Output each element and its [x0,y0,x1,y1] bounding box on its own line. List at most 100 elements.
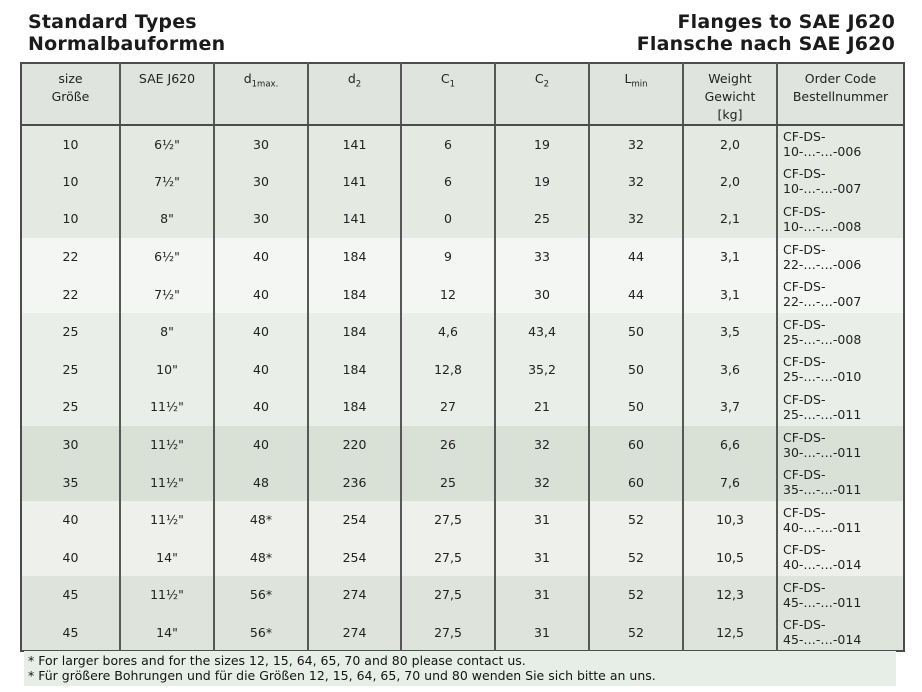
flange-dimensions-table: size Größe SAE J620 d1max. d2 C1 C2 Lmin Weight G… [20,62,905,653]
cell-d1max: 40 [213,237,308,276]
column-header-sae-j620: SAE J620 [119,63,214,126]
cell-order-code: CF-DS-45-…-…-011 [776,576,904,614]
table-row: 45 14" 56* 274 27,5 31 52 12,5 CF-DS-45-…-…-014 [21,613,904,652]
cell-size: 22 [62,286,79,302]
cell-lmin: 32 [588,162,683,201]
cell-sae-j620: 11½" [119,463,214,501]
cell-order-code: CF-DS-25-…-…-010 [776,350,904,389]
table-header-row: size Größe SAE J620 d1max. d2 C1 C2 Lmin Weight G… [21,63,904,126]
cell-lmin: 52 [588,538,683,577]
table-header: size Größe SAE J620 d1max. d2 C1 C2 Lmin Weight G… [21,63,904,126]
cell-c1: 4,6 [400,312,495,351]
cell-size: 10 [62,211,79,227]
column-header-d2: d2 [307,63,401,126]
cell-order-code: CF-DS-22-…-…-007 [776,275,904,313]
cell-d1max: 40 [213,388,308,426]
column-header-d1max: d1max. [213,63,308,126]
cell-c1: 9 [400,237,495,276]
cell-c2: 32 [494,463,589,501]
cell-lmin: 50 [588,312,683,351]
cell-d2: 254 [307,500,401,539]
table-row: 22 6½" 40 184 9 33 44 3,1 CF-DS-22-…-…-006 [21,237,904,276]
footnote-de: * Für größere Bohrungen und für die Größ… [28,668,656,683]
cell-weight: 2,0 [682,125,777,163]
cell-sae-j620: 14" [119,538,214,577]
table-body: 10 6½" 30 141 6 19 32 2,0 CF-DS-10-…-…-006 10 7½" 3… [21,125,904,652]
cell-size: 40 [62,512,79,528]
cell-c1: 26 [400,425,495,464]
cell-d1max: 48* [213,538,308,577]
cell-d2: 184 [307,237,401,276]
cell-order-code: CF-DS-10-…-…-006 [776,125,904,163]
cell-c1: 0 [400,200,495,238]
cell-d2: 274 [307,613,401,652]
title-bar: Standard Types Normalbauformen Flanges t… [28,11,895,55]
cell-order-code: CF-DS-10-…-…-007 [776,162,904,201]
cell-size: 40 [62,549,79,565]
cell-lmin: 32 [588,200,683,238]
cell-d1max: 56* [213,613,308,652]
cell-d2: 184 [307,312,401,351]
cell-lmin: 60 [588,463,683,501]
cell-order-code: CF-DS-10-…-…-008 [776,200,904,238]
cell-c1: 6 [400,125,495,163]
cell-size: 25 [62,399,79,415]
cell-d1max: 30 [213,125,308,163]
cell-weight: 3,6 [682,350,777,389]
cell-c1: 12 [400,275,495,313]
column-header-size: size Größe [21,63,120,126]
table-row: 22 7½" 40 184 12 30 44 3,1 CF-DS-22-…-…-007 [21,275,904,313]
cell-order-code: CF-DS-40-…-…-011 [776,500,904,539]
column-header-weight: Weight Gewicht [kg] [682,63,777,126]
cell-lmin: 52 [588,613,683,652]
cell-d2: 184 [307,275,401,313]
cell-weight: 7,6 [682,463,777,501]
table-row: 25 10" 40 184 12,8 35,2 50 3,6 CF-DS-25-…-…-010 [21,350,904,389]
table-row: 25 8" 40 184 4,6 43,4 50 3,5 CF-DS-25-…-…-008 [21,312,904,351]
cell-lmin: 52 [588,576,683,614]
cell-d1max: 40 [213,350,308,389]
cell-c2: 31 [494,538,589,577]
cell-c2: 30 [494,275,589,313]
cell-weight: 3,5 [682,312,777,351]
cell-d2: 254 [307,538,401,577]
table-row: 10 6½" 30 141 6 19 32 2,0 CF-DS-10-…-…-006 [21,125,904,163]
cell-sae-j620: 14" [119,613,214,652]
table-row: 30 11½" 40 220 26 32 60 6,6 CF-DS-30-…-…-011 [21,425,904,464]
cell-c2: 31 [494,576,589,614]
cell-c2: 31 [494,613,589,652]
cell-c1: 27 [400,388,495,426]
cell-weight: 3,7 [682,388,777,426]
cell-sae-j620: 11½" [119,425,214,464]
table-row: 40 14" 48* 254 27,5 31 52 10,5 CF-DS-40-…-…-014 [21,538,904,577]
cell-lmin: 32 [588,125,683,163]
cell-order-code: CF-DS-25-…-…-008 [776,312,904,351]
cell-size: 35 [62,474,79,490]
cell-sae-j620: 8" [119,200,214,238]
cell-weight: 2,1 [682,200,777,238]
cell-c2: 19 [494,162,589,201]
cell-order-code: CF-DS-22-…-…-006 [776,237,904,276]
cell-weight: 6,6 [682,425,777,464]
cell-size: 30 [62,437,79,453]
cell-size: 25 [62,324,79,340]
cell-lmin: 60 [588,425,683,464]
cell-size: 10 [62,136,79,152]
cell-lmin: 44 [588,275,683,313]
cell-weight: 10,5 [682,538,777,577]
cell-d2: 274 [307,576,401,614]
table-row: 10 7½" 30 141 6 19 32 2,0 CF-DS-10-…-…-007 [21,162,904,201]
cell-sae-j620: 11½" [119,388,214,426]
cell-sae-j620: 6½" [119,125,214,163]
page-title: Standard Types Normalbauformen [28,11,225,55]
column-header-lmin: Lmin [588,63,683,126]
cell-c1: 27,5 [400,500,495,539]
table-row: 10 8" 30 141 0 25 32 2,1 CF-DS-10-…-…-008 [21,200,904,238]
cell-order-code: CF-DS-25-…-…-011 [776,388,904,426]
cell-d2: 141 [307,162,401,201]
cell-sae-j620: 7½" [119,275,214,313]
cell-size: 45 [62,587,79,603]
column-header-order-code: Order Code Bestellnummer [776,63,904,126]
footnotes: * For larger bores and for the sizes 12,… [24,651,896,686]
cell-c1: 25 [400,463,495,501]
